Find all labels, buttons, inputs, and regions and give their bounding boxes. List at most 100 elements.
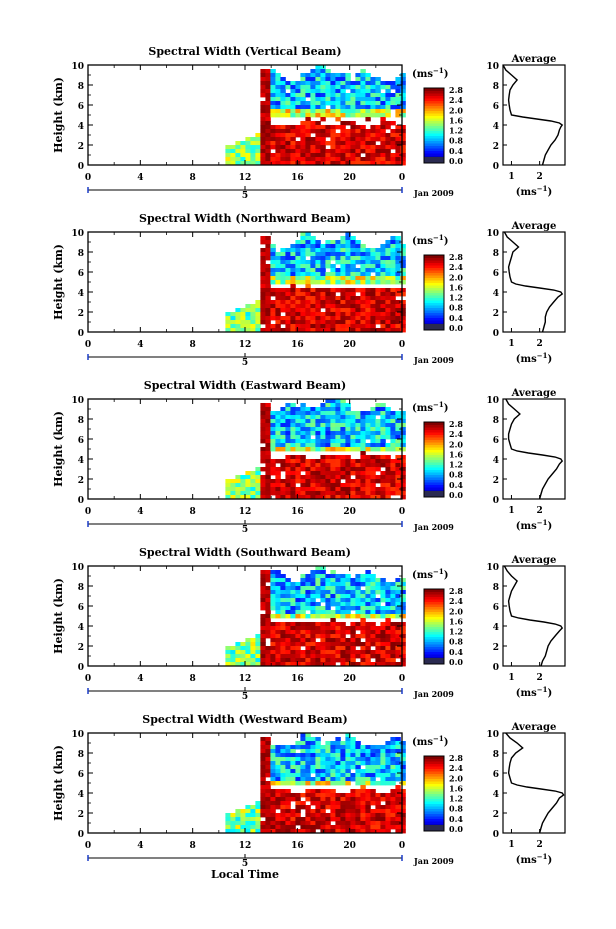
heatmap-cell <box>270 650 276 655</box>
heatmap-cell <box>300 654 306 659</box>
heatmap-cell <box>320 443 326 448</box>
heatmap-cell <box>340 658 346 663</box>
heatmap-cell <box>260 260 266 265</box>
heatmap-cell <box>250 320 256 325</box>
heatmap-cell <box>280 479 286 484</box>
heatmap-cell <box>380 328 386 333</box>
heatmap-cell <box>400 77 406 82</box>
heatmap-cell <box>300 439 306 444</box>
heatmap-cell <box>280 821 286 826</box>
heatmap-cell <box>285 276 291 281</box>
heatmap-cell <box>330 455 336 460</box>
heatmap-cell <box>330 161 336 166</box>
heatmap-cell <box>365 443 371 448</box>
heatmap-cell <box>365 662 371 667</box>
heatmap-cell <box>250 825 256 830</box>
heatmap-cell <box>295 244 301 249</box>
heatmap-cell <box>385 260 391 265</box>
heatmap-cell <box>365 594 371 599</box>
heatmap-cell <box>390 292 396 297</box>
heatmap-cell <box>225 825 231 830</box>
heatmap-cell <box>225 157 231 162</box>
heatmap-cell <box>380 662 386 667</box>
heatmap-cell <box>395 264 401 269</box>
heatmap-cell <box>250 308 256 313</box>
heatmap-cell <box>280 638 286 643</box>
heatmap-cell <box>265 447 271 452</box>
heatmap-cell <box>385 467 391 472</box>
x-tick-label: 0 <box>399 173 405 183</box>
heatmap-cell <box>365 773 371 778</box>
heatmap-cell <box>310 304 316 309</box>
heatmap-cell <box>280 622 286 627</box>
colorbar-swatch <box>424 783 444 787</box>
heatmap-cell <box>275 328 281 333</box>
heatmap-cell <box>380 646 386 651</box>
heatmap-cell <box>265 121 271 126</box>
heatmap-cell <box>365 586 371 591</box>
heatmap-cell <box>345 145 351 150</box>
colorbar-swatch <box>424 594 444 597</box>
heatmap-cell <box>365 296 371 301</box>
heatmap-cell <box>385 809 391 814</box>
heatmap-cell <box>335 745 341 750</box>
heatmap-cell <box>335 622 341 627</box>
heatmap-cell <box>285 133 291 138</box>
heatmap-cell <box>370 113 376 118</box>
heatmap-cell <box>385 821 391 826</box>
heatmap-cell <box>290 157 296 162</box>
heatmap-cell <box>330 308 336 313</box>
colorbar-tick-label: 2.4 <box>449 262 463 272</box>
heatmap-cell <box>305 280 311 285</box>
heatmap-cell <box>345 825 351 830</box>
heatmap-cell <box>365 642 371 647</box>
heatmap-cell <box>340 594 346 599</box>
x-tick-label: 4 <box>137 507 143 517</box>
y-tick-label: 6 <box>78 770 84 780</box>
heatmap-cell <box>280 630 286 635</box>
heatmap-cell <box>300 280 306 285</box>
heatmap-cell <box>295 93 301 98</box>
heatmap-cell <box>395 292 401 297</box>
heatmap-cell <box>345 280 351 285</box>
average-y-tick-label: 0 <box>493 663 499 673</box>
heatmap-cell <box>305 145 311 150</box>
heatmap-cell <box>385 622 391 627</box>
heatmap-cell <box>315 308 321 313</box>
y-tick-label: 2 <box>78 643 84 653</box>
heatmap-cell <box>385 113 391 118</box>
heatmap-cell <box>395 829 401 834</box>
heatmap-cell <box>285 483 291 488</box>
heatmap-cell <box>290 260 296 265</box>
heatmap-cell <box>290 662 296 667</box>
heatmap-cell <box>350 141 356 146</box>
heatmap-cell <box>400 475 406 480</box>
heatmap-cell <box>400 105 406 110</box>
heatmap-cell <box>240 817 246 822</box>
unit-label-exponent: −1 <box>433 567 444 576</box>
heatmap-cell <box>235 829 241 834</box>
heatmap-cell <box>255 638 261 643</box>
heatmap-cell <box>365 141 371 146</box>
heatmap-cell <box>390 97 396 102</box>
heatmap-cell <box>400 479 406 484</box>
heatmap-cell <box>305 240 311 245</box>
heatmap-cell <box>310 121 316 126</box>
heatmap-cell <box>300 260 306 265</box>
heatmap-cell <box>340 761 346 766</box>
heatmap-cell <box>330 487 336 492</box>
colorbar-swatch <box>424 808 444 812</box>
heatmap-cell <box>330 248 336 253</box>
heatmap-cell <box>330 491 336 496</box>
heatmap-cell <box>335 610 341 615</box>
heatmap-cell <box>295 161 301 166</box>
heatmap-cell <box>315 459 321 464</box>
heatmap-cell <box>365 260 371 265</box>
heatmap-cell <box>305 590 311 595</box>
heatmap-cell <box>255 825 261 830</box>
heatmap-cell <box>265 483 271 488</box>
colorbar-swatch <box>424 649 444 652</box>
heatmap-cell <box>370 125 376 130</box>
y-tick-label: 10 <box>71 229 84 239</box>
heatmap-cell <box>340 296 346 301</box>
